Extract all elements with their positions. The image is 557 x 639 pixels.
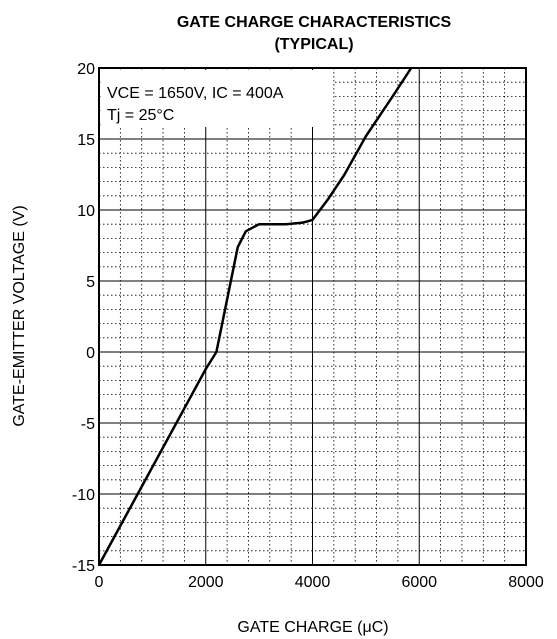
major-gridlines [99, 68, 526, 565]
plot-frame [98, 67, 527, 566]
y-tick-label: -5 [81, 416, 95, 433]
y-tick-label: 5 [86, 274, 95, 291]
chart-title: GATE CHARGE CHARACTERISTICS [177, 14, 452, 31]
x-axis-label: GATE CHARGE (μC) [237, 619, 388, 636]
gate-voltage-curve [97, 67, 413, 566]
x-tick-label: 8000 [508, 574, 544, 591]
annotation-temperature: Tj = 25°C [107, 107, 174, 124]
y-tick-label: 20 [77, 61, 95, 78]
x-tick-label: 2000 [188, 574, 224, 591]
x-tick-label: 4000 [295, 574, 331, 591]
y-axis-label: GATE-EMITTER VOLTAGE (V) [11, 205, 28, 426]
chart-subtitle: (TYPICAL) [274, 36, 353, 53]
annotation-background [101, 70, 333, 127]
y-tick-label: -10 [72, 487, 95, 504]
x-tick-labels: 0 2000 4000 6000 8000 [95, 574, 544, 591]
y-tick-label: 15 [77, 132, 95, 149]
y-tick-label: 10 [77, 203, 95, 220]
y-tick-label: 0 [86, 345, 95, 362]
annotation-conditions: VCE = 1650V, IC = 400A [107, 85, 284, 102]
y-tick-label: -15 [72, 558, 95, 575]
x-tick-label: 0 [95, 574, 104, 591]
y-tick-labels: -15 -10 -5 0 5 10 15 20 [72, 61, 95, 575]
x-tick-label: 6000 [401, 574, 437, 591]
